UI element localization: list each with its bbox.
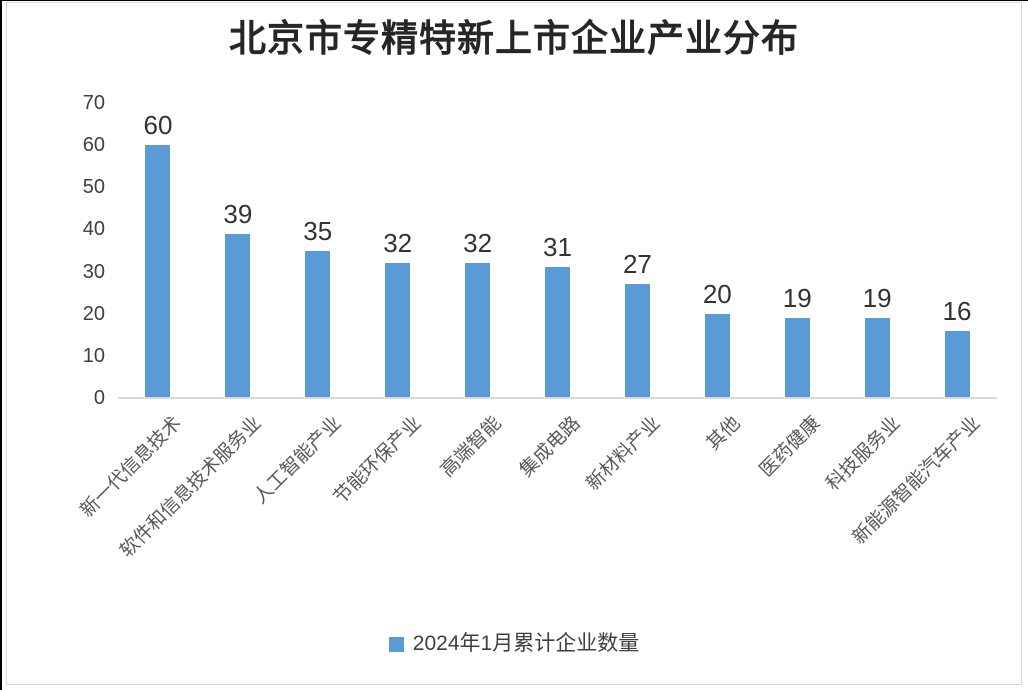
x-axis-line (118, 397, 997, 399)
legend: 2024年1月累计企业数量 (0, 631, 1028, 657)
chart-frame (6, 2, 1022, 685)
bar (864, 317, 890, 398)
page-left-edge (0, 0, 2, 690)
bar (545, 267, 570, 398)
bar-value-label: 39 (223, 198, 253, 229)
page-top-edge (0, 0, 1028, 1)
bar-value-label: 32 (383, 228, 413, 259)
y-axis-tick-label: 50 (82, 176, 105, 199)
bar-value-label: 16 (942, 295, 972, 326)
bar (385, 263, 411, 398)
y-axis-tick-label: 70 (82, 92, 105, 114)
bar-value-label: 19 (862, 282, 892, 313)
bar-value-label: 27 (622, 249, 652, 280)
y-axis-tick-label: 10 (82, 344, 105, 367)
y-axis-tick-label: 40 (82, 218, 105, 241)
y-axis-tick-label: 0 (93, 387, 105, 409)
bar (704, 313, 730, 398)
bar-value-label: 19 (782, 282, 812, 313)
bar (465, 263, 491, 398)
bar-value-label: 31 (543, 232, 572, 263)
bar-value-label: 32 (463, 228, 493, 259)
legend-marker-icon (388, 636, 404, 652)
y-axis-tick-label: 30 (82, 260, 105, 283)
bar (225, 233, 251, 398)
chart-title: 北京市专精特新上市企业产业分布 (229, 19, 799, 60)
bar-value-label: 60 (143, 110, 173, 141)
y-axis-tick-label: 60 (82, 134, 105, 157)
legend-series-label: 2024年1月累计企业数量 (412, 632, 640, 655)
bar-value-label: 35 (303, 215, 333, 246)
bar-value-label: 20 (702, 278, 732, 309)
bar (784, 317, 810, 398)
bar (145, 145, 171, 398)
bar (305, 250, 331, 398)
bar (944, 330, 970, 398)
bar (624, 284, 650, 398)
y-axis-tick-label: 20 (82, 302, 105, 325)
